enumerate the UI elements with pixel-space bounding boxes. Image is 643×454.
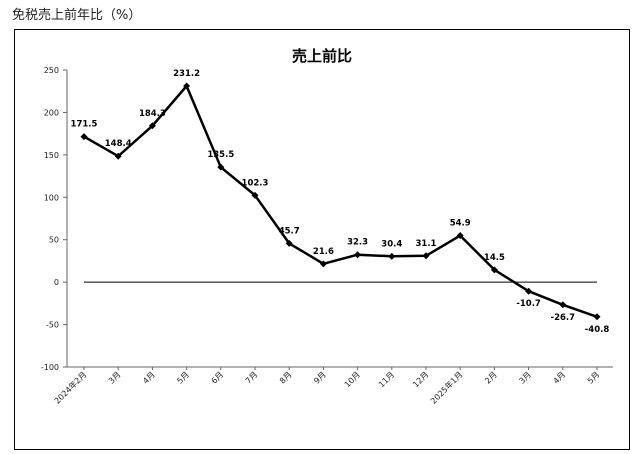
y-tick-label: 100: [44, 193, 59, 202]
data-point-marker: [388, 252, 396, 260]
x-tick-label: 3月: [517, 370, 533, 386]
data-point-marker: [80, 133, 88, 141]
data-label: 21.6: [313, 247, 334, 257]
data-point-marker: [183, 82, 191, 90]
data-point-marker: [525, 287, 533, 295]
data-point-marker: [114, 152, 122, 160]
data-label: -10.7: [516, 299, 541, 309]
data-point-marker: [490, 266, 498, 274]
data-point-marker: [593, 313, 601, 321]
y-tick-label: 250: [44, 66, 59, 75]
data-label: 14.5: [484, 253, 505, 263]
data-label: 184.3: [139, 109, 166, 119]
x-tick-label: 2025年1月: [428, 369, 464, 405]
x-tick-label: 7月: [244, 370, 260, 386]
chart-title: 売上前比: [292, 47, 352, 65]
series-line-group: [83, 84, 598, 318]
data-label: 54.9: [450, 219, 471, 229]
x-tick-label: 3月: [107, 370, 123, 386]
y-tick-label: 50: [49, 236, 59, 245]
data-label: 32.3: [347, 238, 368, 248]
data-label: 30.4: [381, 239, 402, 249]
data-label: 31.1: [416, 239, 437, 249]
data-label: 148.4: [105, 139, 132, 149]
data-label: -26.7: [551, 313, 576, 323]
series-line: [83, 84, 598, 318]
data-point-marker: [559, 301, 567, 309]
x-tick-label: 2月: [483, 370, 499, 386]
data-point-marker: [285, 239, 293, 247]
x-tick-label: 4月: [552, 370, 568, 386]
x-tick-label: 9月: [312, 370, 328, 386]
x-tick-label: 12月: [411, 370, 430, 389]
data-label: 171.5: [71, 120, 98, 130]
y-tick-label: -50: [46, 321, 59, 330]
y-tick-label: 200: [44, 108, 59, 117]
data-labels: 171.5 148.4 184.3 231.2 135.5 102.3 45.7 21.6 32…: [71, 69, 610, 335]
markers: [80, 82, 601, 321]
data-point-marker: [217, 163, 225, 171]
data-point-marker: [319, 260, 327, 268]
chart-frame: 売上前比 250 200 150 100 50 0 -50 -100 2024年2月 3月 4月 5月…: [14, 29, 630, 450]
data-label: 135.5: [207, 150, 234, 160]
x-tick-label: 2024年2月: [52, 369, 88, 405]
x-tick-label: 11月: [377, 370, 396, 389]
data-label: 231.2: [173, 69, 200, 79]
x-tick-label: 5月: [175, 370, 191, 386]
x-tick-label: 6月: [210, 370, 226, 386]
data-point-marker: [354, 251, 362, 259]
y-tick-label: 150: [44, 151, 59, 160]
data-point-marker: [422, 252, 430, 260]
data-point-marker: [148, 122, 156, 130]
x-tick-label: 10月: [343, 370, 362, 389]
y-tick-label: 0: [54, 278, 59, 287]
x-tick-label: 4月: [141, 370, 157, 386]
data-point-marker: [456, 232, 464, 240]
x-tick-label: 8月: [278, 370, 294, 386]
data-label: 102.3: [242, 178, 269, 188]
y-tick-label: -100: [41, 363, 59, 372]
page-heading: 免税売上前年比（%）: [12, 8, 142, 23]
data-label: 45.7: [279, 226, 300, 236]
x-tick-label: 5月: [586, 370, 602, 386]
data-point-marker: [251, 191, 259, 199]
data-label: -40.8: [585, 325, 610, 335]
